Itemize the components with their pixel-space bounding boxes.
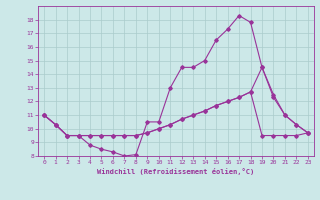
X-axis label: Windchill (Refroidissement éolien,°C): Windchill (Refroidissement éolien,°C) bbox=[97, 168, 255, 175]
